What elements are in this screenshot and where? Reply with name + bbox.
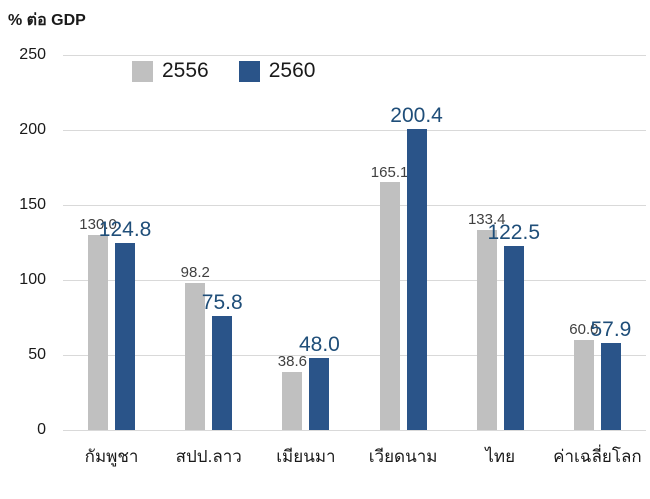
plot-area: 130.0 124.8 กัมพูชา 98.2 75.8 สปป.ลาว 38.6 48.0…: [63, 55, 646, 466]
value-label-2556: 98.2: [180, 263, 210, 281]
bar-2556-ค่าเฉลี่ยโลก: 60.0: [569, 322, 599, 430]
bar-group-4: 165.1 200.4 เวียดนาม: [355, 55, 452, 466]
bar-2560-ไทย: 122.5: [487, 222, 540, 430]
x-axis-label-5: ไทย: [485, 447, 516, 466]
value-label-2556: 133.4: [467, 211, 506, 229]
bar-2556-กัมพูชา: 130.0: [79, 217, 117, 430]
bar-2556-สปป.ลาว: 98.2: [181, 265, 210, 430]
bar-2560-กัมพูชา: 124.8: [99, 218, 151, 430]
bar-group-5: 133.4 122.5 ไทย: [452, 55, 549, 466]
x-axis-label-1: กัมพูชา: [84, 447, 139, 466]
x-axis-label-4: เวียดนาม: [368, 447, 438, 466]
bar-2560-เวียดนาม: 200.4: [390, 105, 443, 430]
x-axis-label-3: เมียนมา: [276, 447, 336, 466]
gridline-150: [63, 205, 646, 206]
y-tick-label-50: 50: [28, 346, 46, 363]
bar-group-1: 130.0 124.8 กัมพูชา: [63, 55, 160, 466]
value-label-2560: 48.0: [298, 332, 340, 356]
bar-group-3: 38.6 48.0 เมียนมา: [257, 55, 354, 466]
gridline-250: [63, 55, 646, 56]
bar-group-2: 98.2 75.8 สปป.ลาว: [160, 55, 257, 466]
value-label-2560: 122.5: [487, 221, 541, 245]
y-tick-label-100: 100: [19, 271, 46, 288]
value-label-2560: 200.4: [390, 104, 443, 128]
legend-swatch-2560: [238, 60, 260, 82]
bar-2556-ไทย: 133.4: [468, 212, 506, 430]
legend-label-2556: 2556: [162, 59, 209, 82]
gridline-0: [63, 430, 646, 431]
x-axis-label-6: ค่าเฉลี่ยโลก: [553, 447, 642, 466]
gridline-100: [63, 280, 646, 281]
value-label-2560: 57.9: [590, 318, 632, 342]
gridline-200: [63, 130, 646, 131]
bar-2556-เมียนมา: 38.6: [278, 354, 307, 430]
value-label-2556: 130.0: [79, 216, 117, 234]
y-tick-label-200: 200: [19, 121, 46, 138]
legend: 2556 2560: [132, 59, 315, 83]
y-tick-label-0: 0: [37, 421, 46, 438]
y-tick-label-250: 250: [19, 46, 46, 63]
chart-title: % ต่อ GDP: [8, 12, 86, 29]
y-tick-label-150: 150: [19, 196, 46, 213]
legend-item-2556: 2556: [132, 59, 209, 83]
legend-swatch-2556: [132, 60, 153, 82]
value-label-2556: 38.6: [277, 353, 308, 371]
bar-2560-ค่าเฉลี่ยโลก: 57.9: [590, 319, 631, 430]
gridline-50: [63, 355, 646, 356]
bar-2560-สปป.ลาว: 75.8: [202, 292, 243, 430]
legend-label-2560: 2560: [268, 59, 316, 82]
value-label-2560: 124.8: [98, 217, 152, 241]
x-axis-label-2: สปป.ลาว: [175, 447, 242, 466]
legend-item-2560: 2560: [238, 59, 316, 83]
bar-group-6: 60.0 57.9 ค่าเฉลี่ยโลก: [549, 55, 646, 466]
bar-2556-เวียดนาม: 165.1: [371, 164, 408, 430]
value-label-2556: 165.1: [370, 163, 409, 181]
value-label-2556: 60.0: [569, 321, 599, 339]
bar-2560-เมียนมา: 48.0: [299, 333, 340, 430]
value-label-2560: 75.8: [201, 291, 243, 315]
